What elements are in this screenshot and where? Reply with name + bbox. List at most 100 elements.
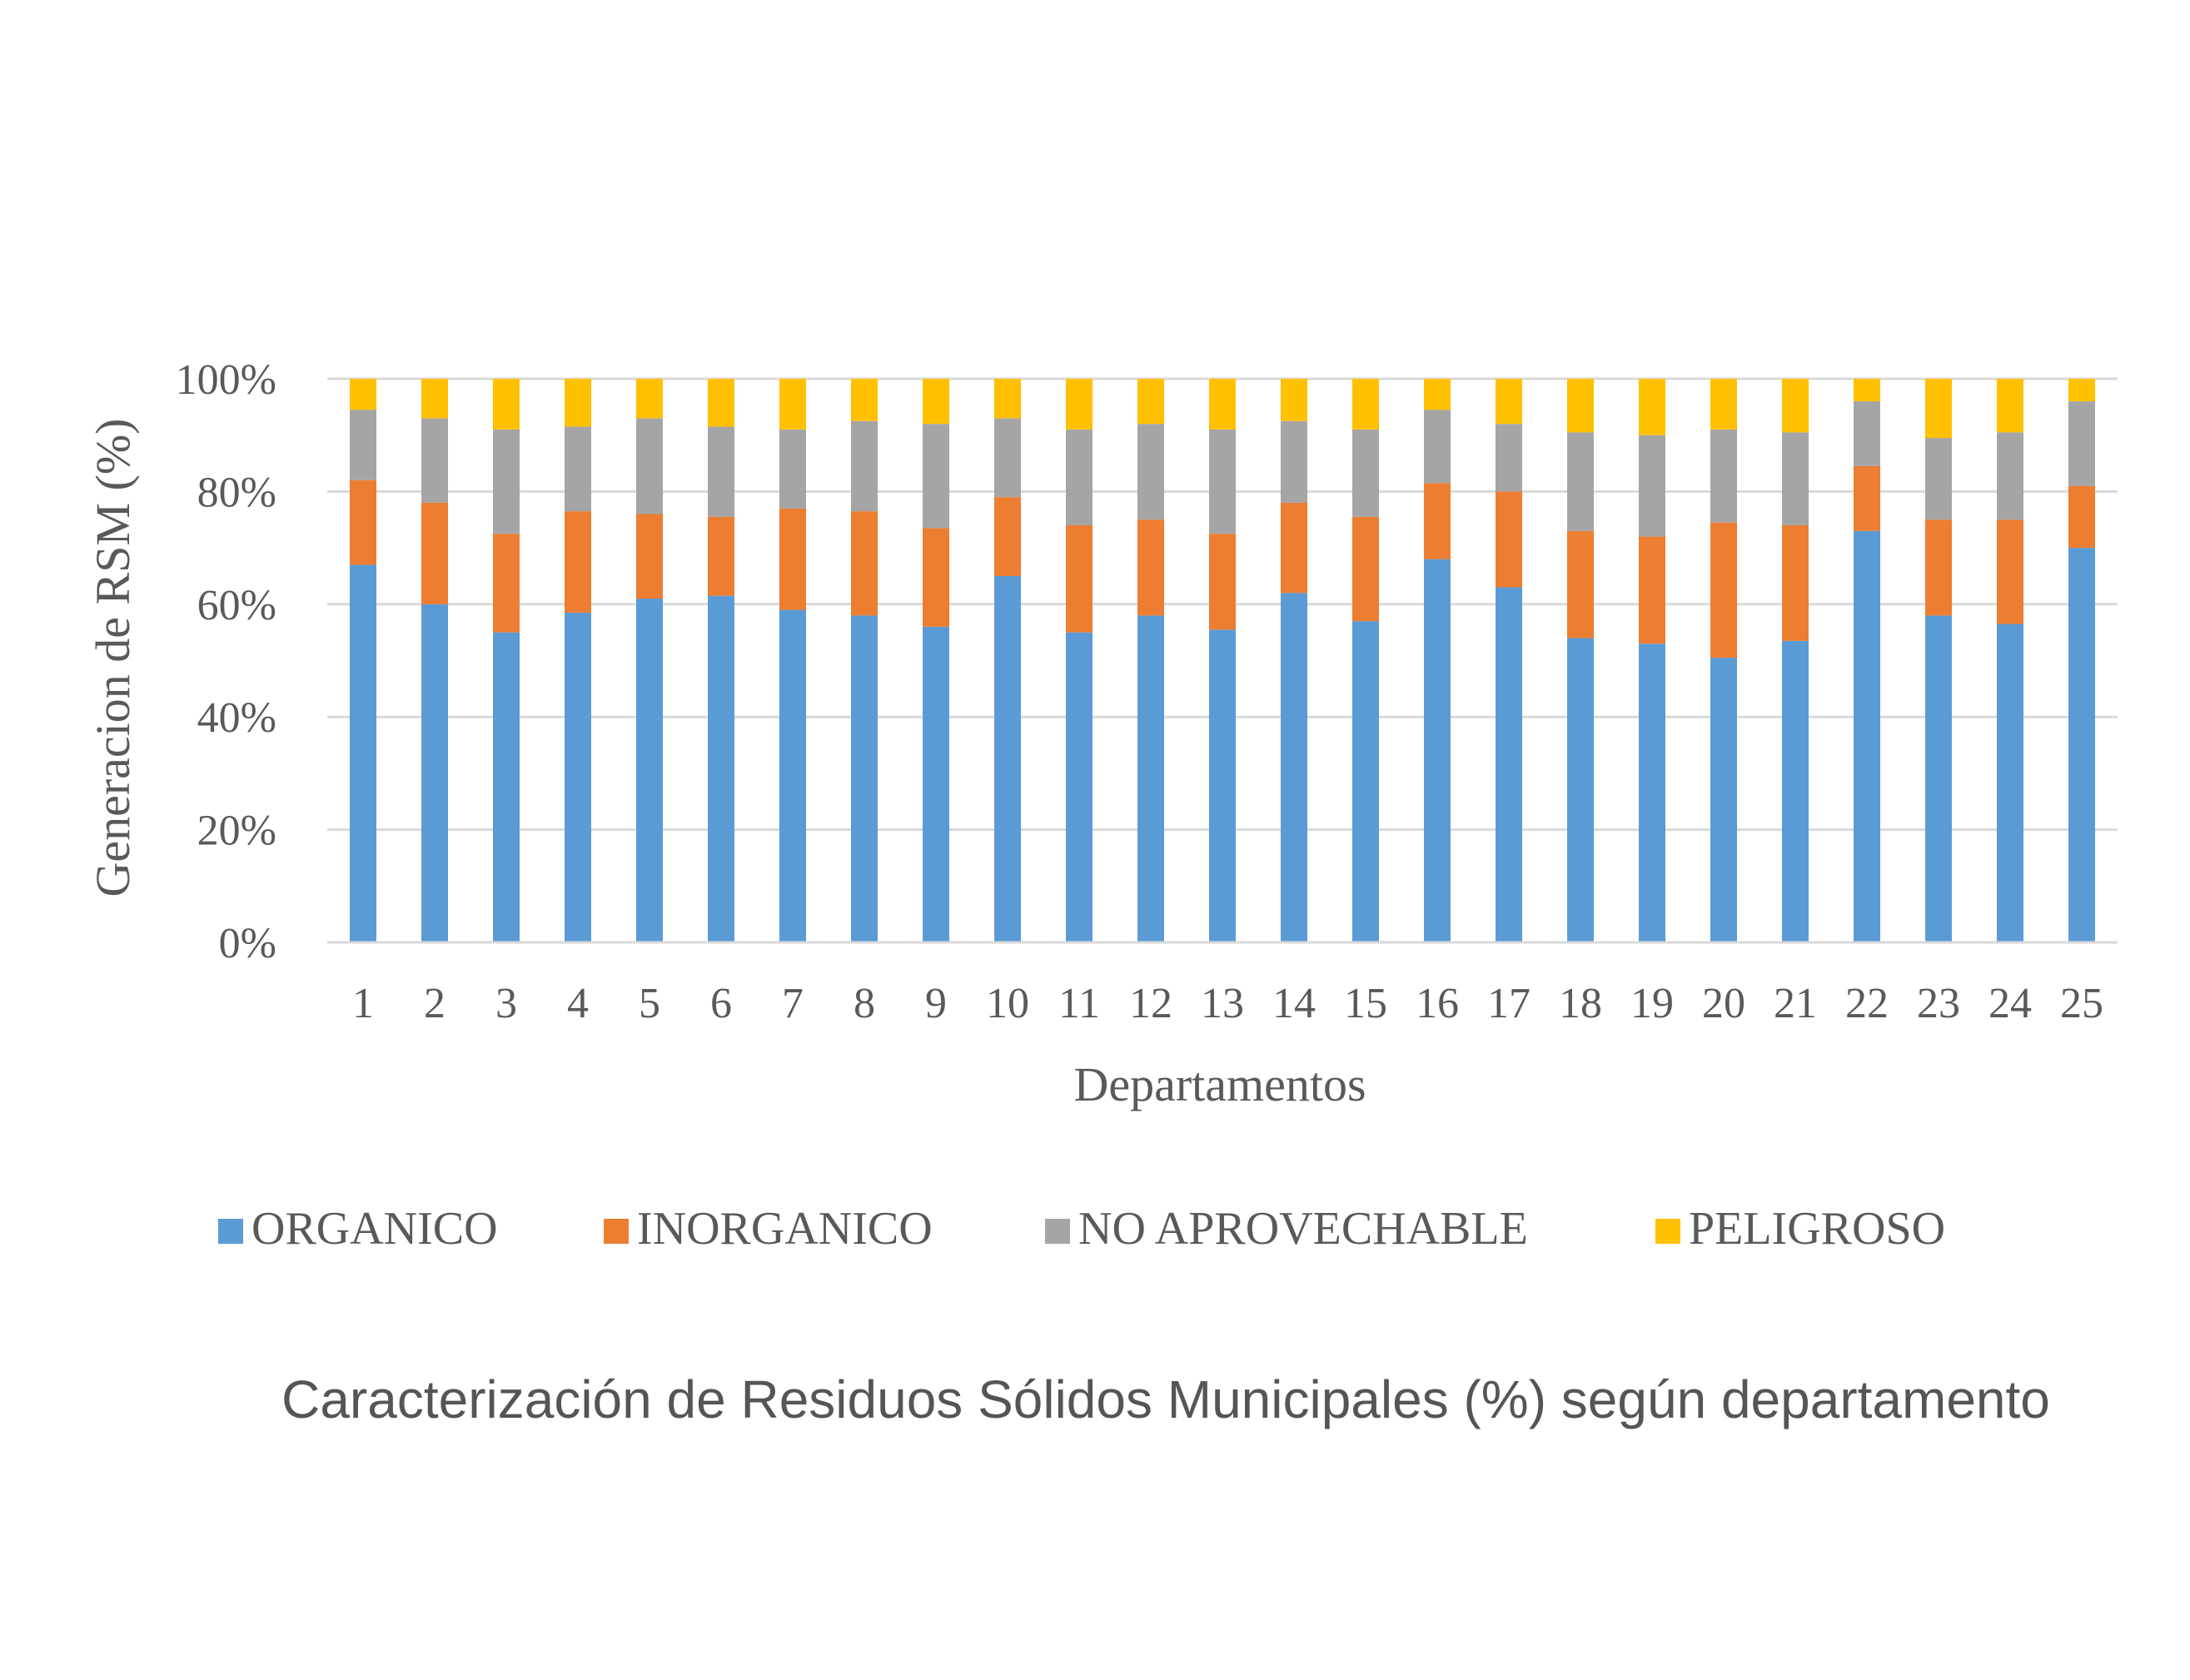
bar-segment-peligroso bbox=[1209, 379, 1236, 430]
legend-item-organico: ORGANICO bbox=[218, 1203, 498, 1255]
x-tick-label: 20 bbox=[1702, 980, 1745, 1027]
bar-segment-organico bbox=[1997, 624, 2023, 942]
bar-segment-organico bbox=[1782, 640, 1809, 942]
x-tick-label: 12 bbox=[1129, 980, 1172, 1027]
x-tick-label: 15 bbox=[1344, 980, 1387, 1027]
bar-segment-inorganico bbox=[636, 514, 663, 599]
x-tick-label: 14 bbox=[1272, 980, 1316, 1027]
bar-segment-peligroso bbox=[2068, 379, 2095, 402]
bar-stack-13 bbox=[1209, 379, 1236, 942]
bar-segment-no-aprovechable bbox=[1567, 432, 1594, 531]
y-tick-label: 100% bbox=[176, 356, 276, 404]
bar-segment-organico bbox=[923, 626, 949, 942]
bar-stack-18 bbox=[1567, 379, 1594, 942]
bar-segment-no-aprovechable bbox=[1424, 410, 1451, 484]
bar-segment-no-aprovechable bbox=[1997, 432, 2023, 520]
bar-segment-peligroso bbox=[994, 379, 1021, 419]
legend: ORGANICO INORGANICO NO APROVECHABLE PELIGRO… bbox=[218, 1203, 1945, 1255]
bars bbox=[350, 379, 2095, 942]
bar-segment-organico bbox=[994, 575, 1021, 942]
bar-segment-inorganico bbox=[1639, 536, 1665, 644]
bar-segment-peligroso bbox=[636, 379, 663, 419]
bar-segment-peligroso bbox=[779, 379, 806, 430]
bar-segment-peligroso bbox=[350, 379, 376, 410]
bar-stack-5 bbox=[636, 379, 663, 942]
x-tick-label: 13 bbox=[1201, 980, 1244, 1027]
legend-item-inorganico: INORGANICO bbox=[604, 1203, 933, 1255]
bar-segment-organico bbox=[779, 609, 806, 942]
bar-segment-organico bbox=[1281, 593, 1307, 942]
legend-item-no-aprovechable: NO APROVECHABLE bbox=[1045, 1203, 1528, 1255]
bar-segment-organico bbox=[1352, 621, 1379, 942]
bar-segment-peligroso bbox=[1424, 379, 1451, 410]
y-tick-label: 0% bbox=[219, 920, 276, 967]
y-tick-label: 20% bbox=[197, 808, 276, 855]
legend-label: INORGANICO bbox=[637, 1203, 933, 1255]
bar-segment-organico bbox=[565, 612, 591, 942]
bar-segment-no-aprovechable bbox=[851, 420, 878, 512]
bar-stack-6 bbox=[708, 379, 734, 942]
y-axis-tick-labels: 0% 20% 40% 60% 80% 100% bbox=[176, 356, 276, 967]
bar-stack-1 bbox=[350, 379, 376, 942]
y-tick-label: 80% bbox=[197, 469, 276, 516]
bar-segment-no-aprovechable bbox=[636, 418, 663, 514]
bar-stack-24 bbox=[1997, 379, 2023, 942]
bar-segment-organico bbox=[350, 564, 376, 942]
bar-segment-organico bbox=[636, 599, 663, 942]
bar-segment-organico bbox=[708, 595, 734, 942]
legend-swatch bbox=[218, 1219, 243, 1244]
bar-segment-no-aprovechable bbox=[923, 424, 949, 529]
bar-segment-inorganico bbox=[1066, 525, 1093, 633]
legend-label: PELIGROSO bbox=[1689, 1203, 1945, 1255]
legend-label: ORGANICO bbox=[251, 1203, 498, 1255]
bar-stack-4 bbox=[565, 379, 591, 942]
x-tick-label: 11 bbox=[1058, 980, 1100, 1027]
bar-segment-no-aprovechable bbox=[1352, 429, 1379, 517]
bar-segment-inorganico bbox=[1710, 522, 1737, 659]
bar-segment-peligroso bbox=[1137, 379, 1164, 425]
bar-segment-inorganico bbox=[851, 511, 878, 616]
bar-segment-inorganico bbox=[565, 511, 591, 613]
bar-stack-10 bbox=[994, 379, 1021, 942]
bar-segment-peligroso bbox=[1997, 379, 2023, 433]
x-tick-label: 19 bbox=[1630, 980, 1674, 1027]
bar-segment-peligroso bbox=[1281, 379, 1307, 421]
bar-segment-organico bbox=[2068, 548, 2095, 942]
bar-segment-peligroso bbox=[565, 379, 591, 427]
x-tick-label: 7 bbox=[782, 980, 804, 1027]
bar-segment-no-aprovechable bbox=[994, 418, 1021, 498]
bar-segment-inorganico bbox=[1782, 525, 1809, 641]
x-tick-label: 24 bbox=[1988, 980, 2032, 1027]
x-tick-label: 1 bbox=[352, 980, 374, 1027]
bar-segment-no-aprovechable bbox=[1281, 420, 1307, 503]
bar-segment-no-aprovechable bbox=[1782, 432, 1809, 526]
bar-segment-organico bbox=[1137, 615, 1164, 942]
bar-segment-inorganico bbox=[708, 516, 734, 596]
bar-segment-inorganico bbox=[493, 534, 520, 633]
bar-segment-organico bbox=[1854, 530, 1880, 942]
bar-segment-peligroso bbox=[1639, 379, 1665, 435]
x-tick-label: 8 bbox=[854, 980, 875, 1027]
bar-segment-no-aprovechable bbox=[708, 426, 734, 517]
bar-stack-23 bbox=[1925, 379, 1952, 942]
bar-segment-peligroso bbox=[1567, 379, 1594, 433]
bar-segment-no-aprovechable bbox=[493, 429, 520, 534]
bar-segment-organico bbox=[851, 615, 878, 942]
bar-segment-organico bbox=[1066, 632, 1093, 942]
chart-caption: Caracterización de Residuos Sólidos Muni… bbox=[281, 1369, 2050, 1429]
x-tick-label: 10 bbox=[986, 980, 1029, 1027]
bar-segment-no-aprovechable bbox=[1066, 429, 1093, 526]
bar-stack-17 bbox=[1496, 379, 1522, 942]
x-tick-label: 16 bbox=[1416, 980, 1459, 1027]
bar-segment-inorganico bbox=[994, 497, 1021, 576]
bar-segment-no-aprovechable bbox=[779, 429, 806, 509]
y-axis-title: Generacion de RSM (%) bbox=[86, 419, 140, 897]
bar-segment-peligroso bbox=[1925, 379, 1952, 439]
bar-segment-organico bbox=[493, 632, 520, 942]
bar-stack-14 bbox=[1281, 379, 1307, 942]
bar-segment-inorganico bbox=[1209, 534, 1236, 630]
bar-segment-no-aprovechable bbox=[1137, 424, 1164, 520]
bar-segment-no-aprovechable bbox=[421, 418, 448, 503]
bar-segment-organico bbox=[421, 604, 448, 942]
bar-segment-inorganico bbox=[1496, 491, 1522, 588]
